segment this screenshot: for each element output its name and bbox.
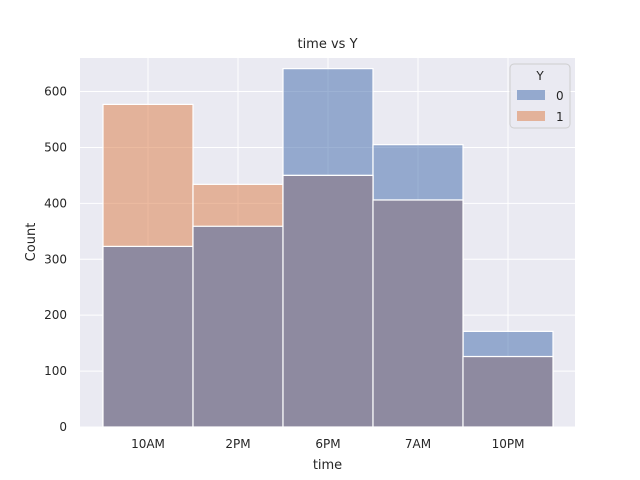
y-tick-label: 100 — [44, 364, 67, 378]
x-tick-labels: 10AM 2PM 6PM 7AM 10PM — [131, 437, 524, 451]
y-tick-label: 300 — [44, 252, 67, 266]
bar-overlap-7AM — [372, 199, 464, 428]
y-tick-labels: 0 100 200 300 400 500 600 — [44, 85, 67, 434]
legend-title: Y — [535, 69, 544, 83]
x-tick-label: 10PM — [492, 437, 525, 451]
bar-overlap-6PM — [282, 174, 374, 428]
x-tick-label: 6PM — [315, 437, 340, 451]
y-tick-label: 200 — [44, 308, 67, 322]
bar-overlap-10PM — [462, 355, 554, 428]
y-tick-label: 400 — [44, 196, 67, 210]
y-axis-label: Count — [24, 223, 39, 262]
chart-title: time vs Y — [297, 37, 357, 52]
y-tick-label: 600 — [44, 85, 67, 99]
legend-swatch-1 — [517, 111, 545, 121]
legend: Y 0 1 — [509, 63, 571, 129]
bar-overlap-10AM — [102, 245, 194, 428]
x-axis-label: time — [313, 458, 342, 473]
x-tick-label: 10AM — [131, 437, 165, 451]
legend-label-0: 0 — [556, 89, 564, 103]
y-tick-label: 0 — [59, 420, 67, 434]
y-tick-label: 500 — [44, 140, 67, 154]
legend-swatch-0 — [517, 90, 545, 100]
bar-overlap-2PM — [192, 225, 284, 428]
x-tick-label: 7AM — [405, 437, 431, 451]
x-tick-label: 2PM — [225, 437, 250, 451]
bars — [102, 68, 554, 428]
legend-label-1: 1 — [556, 110, 564, 124]
